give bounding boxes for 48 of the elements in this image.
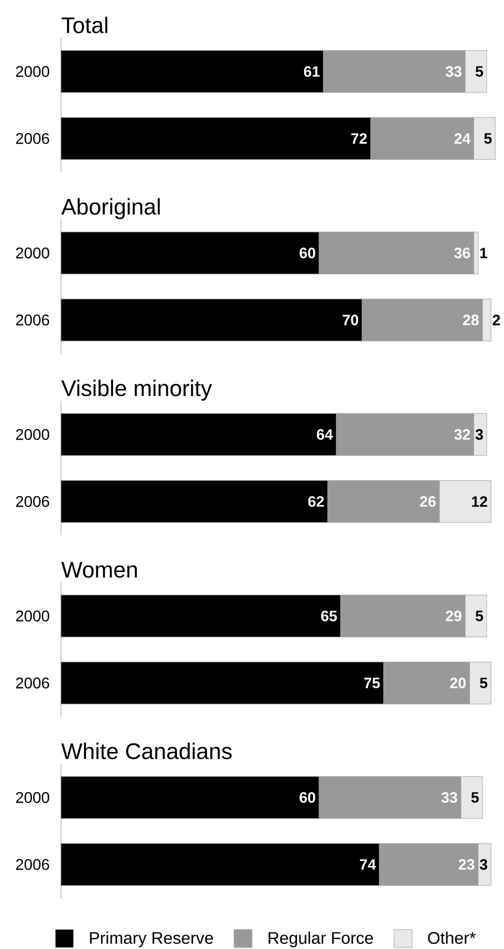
data-label: 2 bbox=[492, 314, 500, 326]
data-label: 74 bbox=[360, 859, 376, 870]
data-label: 12 bbox=[472, 496, 488, 507]
y-tick-label: 2006 bbox=[16, 678, 50, 688]
y-tick-label: 2006 bbox=[16, 496, 50, 507]
chart-title: White Canadians bbox=[61, 742, 232, 760]
data-label: 33 bbox=[446, 66, 462, 77]
data-label: 32 bbox=[454, 429, 470, 440]
y-tick-label: 2000 bbox=[16, 792, 50, 803]
data-label: 5 bbox=[471, 792, 479, 803]
data-label: 20 bbox=[450, 678, 466, 688]
data-label: 24 bbox=[454, 133, 471, 144]
data-label: 26 bbox=[420, 496, 436, 507]
y-tick-label: 2000 bbox=[16, 66, 50, 77]
chart-title: Women bbox=[61, 562, 137, 578]
legend-label: Other* bbox=[428, 932, 476, 944]
data-label: 72 bbox=[351, 133, 367, 144]
data-label: 75 bbox=[364, 678, 380, 688]
y-tick-label: 2000 bbox=[16, 610, 50, 622]
data-label: 33 bbox=[441, 792, 458, 803]
data-label: 5 bbox=[476, 66, 484, 77]
y-tick-label: 2000 bbox=[16, 248, 50, 258]
chart-title: Total bbox=[62, 16, 108, 34]
data-label: 29 bbox=[446, 610, 462, 622]
data-label: 60 bbox=[300, 792, 316, 803]
chart-title: Aboriginal bbox=[61, 198, 160, 220]
data-label: 28 bbox=[463, 314, 479, 326]
data-label: 64 bbox=[316, 429, 333, 440]
data-label: 3 bbox=[480, 859, 488, 870]
data-label: 23 bbox=[458, 859, 474, 870]
data-label: 5 bbox=[484, 133, 492, 144]
data-label: 36 bbox=[454, 248, 470, 258]
data-label: 5 bbox=[480, 678, 488, 688]
data-label: 60 bbox=[300, 248, 316, 258]
y-tick-label: 2006 bbox=[16, 314, 50, 326]
y-tick-label: 2000 bbox=[16, 429, 50, 440]
y-tick-label: 2006 bbox=[16, 859, 50, 870]
data-label: 1 bbox=[480, 248, 488, 258]
data-label: 62 bbox=[308, 496, 324, 507]
legend-label: Primary Reserve bbox=[90, 932, 214, 948]
data-label: 5 bbox=[476, 610, 484, 622]
data-label: 3 bbox=[476, 429, 483, 440]
legend-label: Regular Force bbox=[268, 932, 373, 948]
data-label: 70 bbox=[342, 314, 358, 326]
chart-title: Visible minority bbox=[61, 380, 212, 401]
data-label: 61 bbox=[304, 66, 320, 77]
y-tick-label: 2006 bbox=[16, 133, 50, 144]
data-label: 65 bbox=[321, 610, 337, 622]
